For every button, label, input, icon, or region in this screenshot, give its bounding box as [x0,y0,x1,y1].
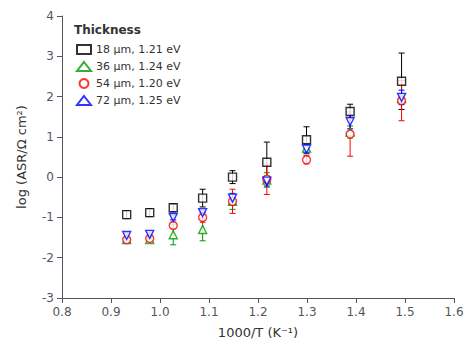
svg-text:1.2: 1.2 [248,305,267,319]
svg-text:0: 0 [46,170,54,184]
svg-text:1000/T (K⁻¹): 1000/T (K⁻¹) [218,325,298,340]
svg-text:2: 2 [46,90,54,104]
svg-text:1.0: 1.0 [150,305,169,319]
svg-text:1.3: 1.3 [297,305,316,319]
svg-text:3: 3 [46,49,54,63]
svg-text:1.1: 1.1 [199,305,218,319]
svg-text:-2: -2 [42,251,54,265]
svg-text:1.6: 1.6 [444,305,463,319]
svg-text:log (ASR/Ω cm²): log (ASR/Ω cm²) [14,105,29,209]
svg-text:-3: -3 [42,291,54,305]
svg-text:0.9: 0.9 [101,305,120,319]
svg-text:0.8: 0.8 [52,305,71,319]
svg-text:Thickness: Thickness [74,23,141,37]
svg-text:-1: -1 [42,210,54,224]
svg-text:72 μm, 1.25 eV: 72 μm, 1.25 eV [96,94,181,107]
svg-text:4: 4 [46,9,54,23]
svg-text:1: 1 [46,130,54,144]
svg-text:54 μm, 1.20 eV: 54 μm, 1.20 eV [96,77,181,90]
svg-text:36 μm, 1.24 eV: 36 μm, 1.24 eV [96,60,181,73]
svg-text:1.5: 1.5 [395,305,414,319]
svg-text:18 μm, 1.21 eV: 18 μm, 1.21 eV [96,43,181,56]
svg-text:1.4: 1.4 [346,305,365,319]
